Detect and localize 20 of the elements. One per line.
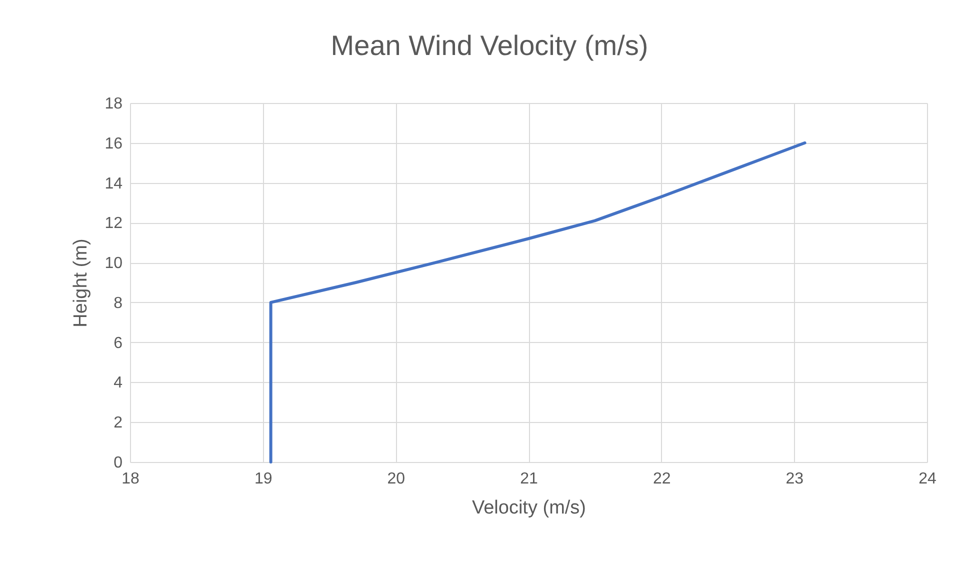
y-tick-label: 8	[114, 294, 123, 312]
chart-title: Mean Wind Velocity (m/s)	[330, 30, 648, 61]
y-tick-label: 14	[104, 175, 123, 192]
x-tick-label: 19	[254, 470, 272, 488]
y-tick-label: 6	[114, 334, 123, 352]
x-tick-label: 20	[387, 470, 406, 488]
y-tick-label: 0	[114, 454, 123, 472]
y-tick-label: 18	[104, 96, 123, 112]
x-axis-title: Velocity (m/s)	[472, 498, 586, 518]
y-tick-label: 4	[114, 374, 123, 392]
x-tick-label: 24	[918, 470, 936, 488]
x-tick-label: 21	[520, 470, 538, 488]
y-tick-label: 16	[104, 135, 123, 152]
x-tick-label: 22	[652, 470, 671, 488]
y-axis-title: Height (m)	[70, 238, 92, 328]
x-tick-label: 23	[786, 470, 804, 488]
y-tick-label: 2	[114, 414, 123, 432]
line-series	[269, 141, 806, 464]
y-tick-label: 12	[104, 215, 123, 232]
y-tick-label: 10	[104, 255, 123, 272]
